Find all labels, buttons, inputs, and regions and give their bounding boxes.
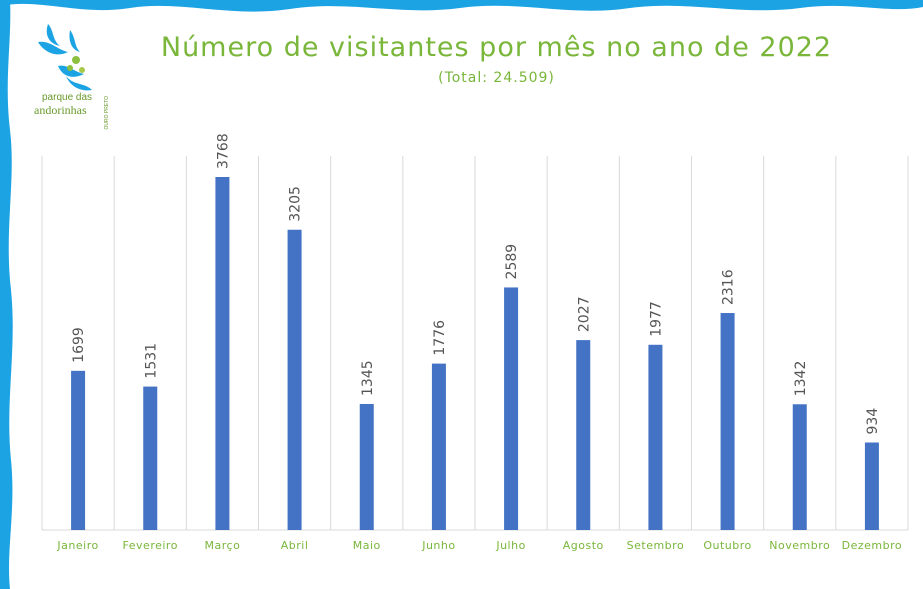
category-label: Junho xyxy=(421,539,455,552)
park-logo-icon xyxy=(38,24,92,91)
value-label: 1776 xyxy=(432,320,448,356)
bar-novembro xyxy=(792,404,807,530)
value-label: 3205 xyxy=(288,186,304,222)
chart-category-labels: Janeiro Fevereiro Março Abril Maio Junho Julho… xyxy=(56,539,903,552)
value-label: 934 xyxy=(865,408,881,435)
category-label: Novembro xyxy=(769,539,830,552)
chart-subtitle: (Total: 24.509) xyxy=(438,70,555,86)
category-label: Fevereiro xyxy=(123,539,178,552)
category-label: Outubro xyxy=(703,539,751,552)
bar-outubro xyxy=(720,313,735,530)
chart-bars xyxy=(71,177,879,530)
value-label: 1977 xyxy=(648,301,664,337)
category-label: Abril xyxy=(281,539,309,552)
bar-abril xyxy=(287,229,302,530)
bar-março xyxy=(215,177,230,530)
chart-title: Número de visitantes por mês no ano de 2… xyxy=(160,32,833,63)
value-label: 2316 xyxy=(721,269,737,305)
value-label: 1699 xyxy=(71,327,87,363)
bar-setembro xyxy=(648,344,663,530)
category-label: Dezembro xyxy=(842,539,903,552)
value-label: 1531 xyxy=(143,343,159,379)
bar-agosto xyxy=(576,340,591,530)
bar-maio xyxy=(359,403,374,530)
value-label: 3768 xyxy=(215,133,231,169)
chart-value-labels: 1699 1531 3768 3205 1345 1776 2589 2027 1977 2316… xyxy=(71,133,881,434)
bar-dezembro xyxy=(864,442,879,530)
logo-text-parque: parque das xyxy=(42,92,93,103)
category-label: Maio xyxy=(353,539,381,552)
category-label: Março xyxy=(205,539,241,552)
value-label: 1345 xyxy=(360,360,376,396)
category-label: Agosto xyxy=(563,539,604,552)
category-label: Julho xyxy=(495,539,525,552)
value-label: 2027 xyxy=(576,296,592,332)
bar-junho xyxy=(431,363,446,530)
value-label: 2589 xyxy=(504,244,520,280)
category-label: Janeiro xyxy=(56,539,98,552)
category-label: Setembro xyxy=(627,539,685,552)
logo-text-andorinhas: andorinhas xyxy=(34,103,87,117)
bar-janeiro xyxy=(71,370,86,530)
bar-julho xyxy=(504,287,519,530)
chart-grid xyxy=(41,156,909,531)
value-label: 1342 xyxy=(793,361,809,397)
bar-fevereiro xyxy=(143,386,158,530)
